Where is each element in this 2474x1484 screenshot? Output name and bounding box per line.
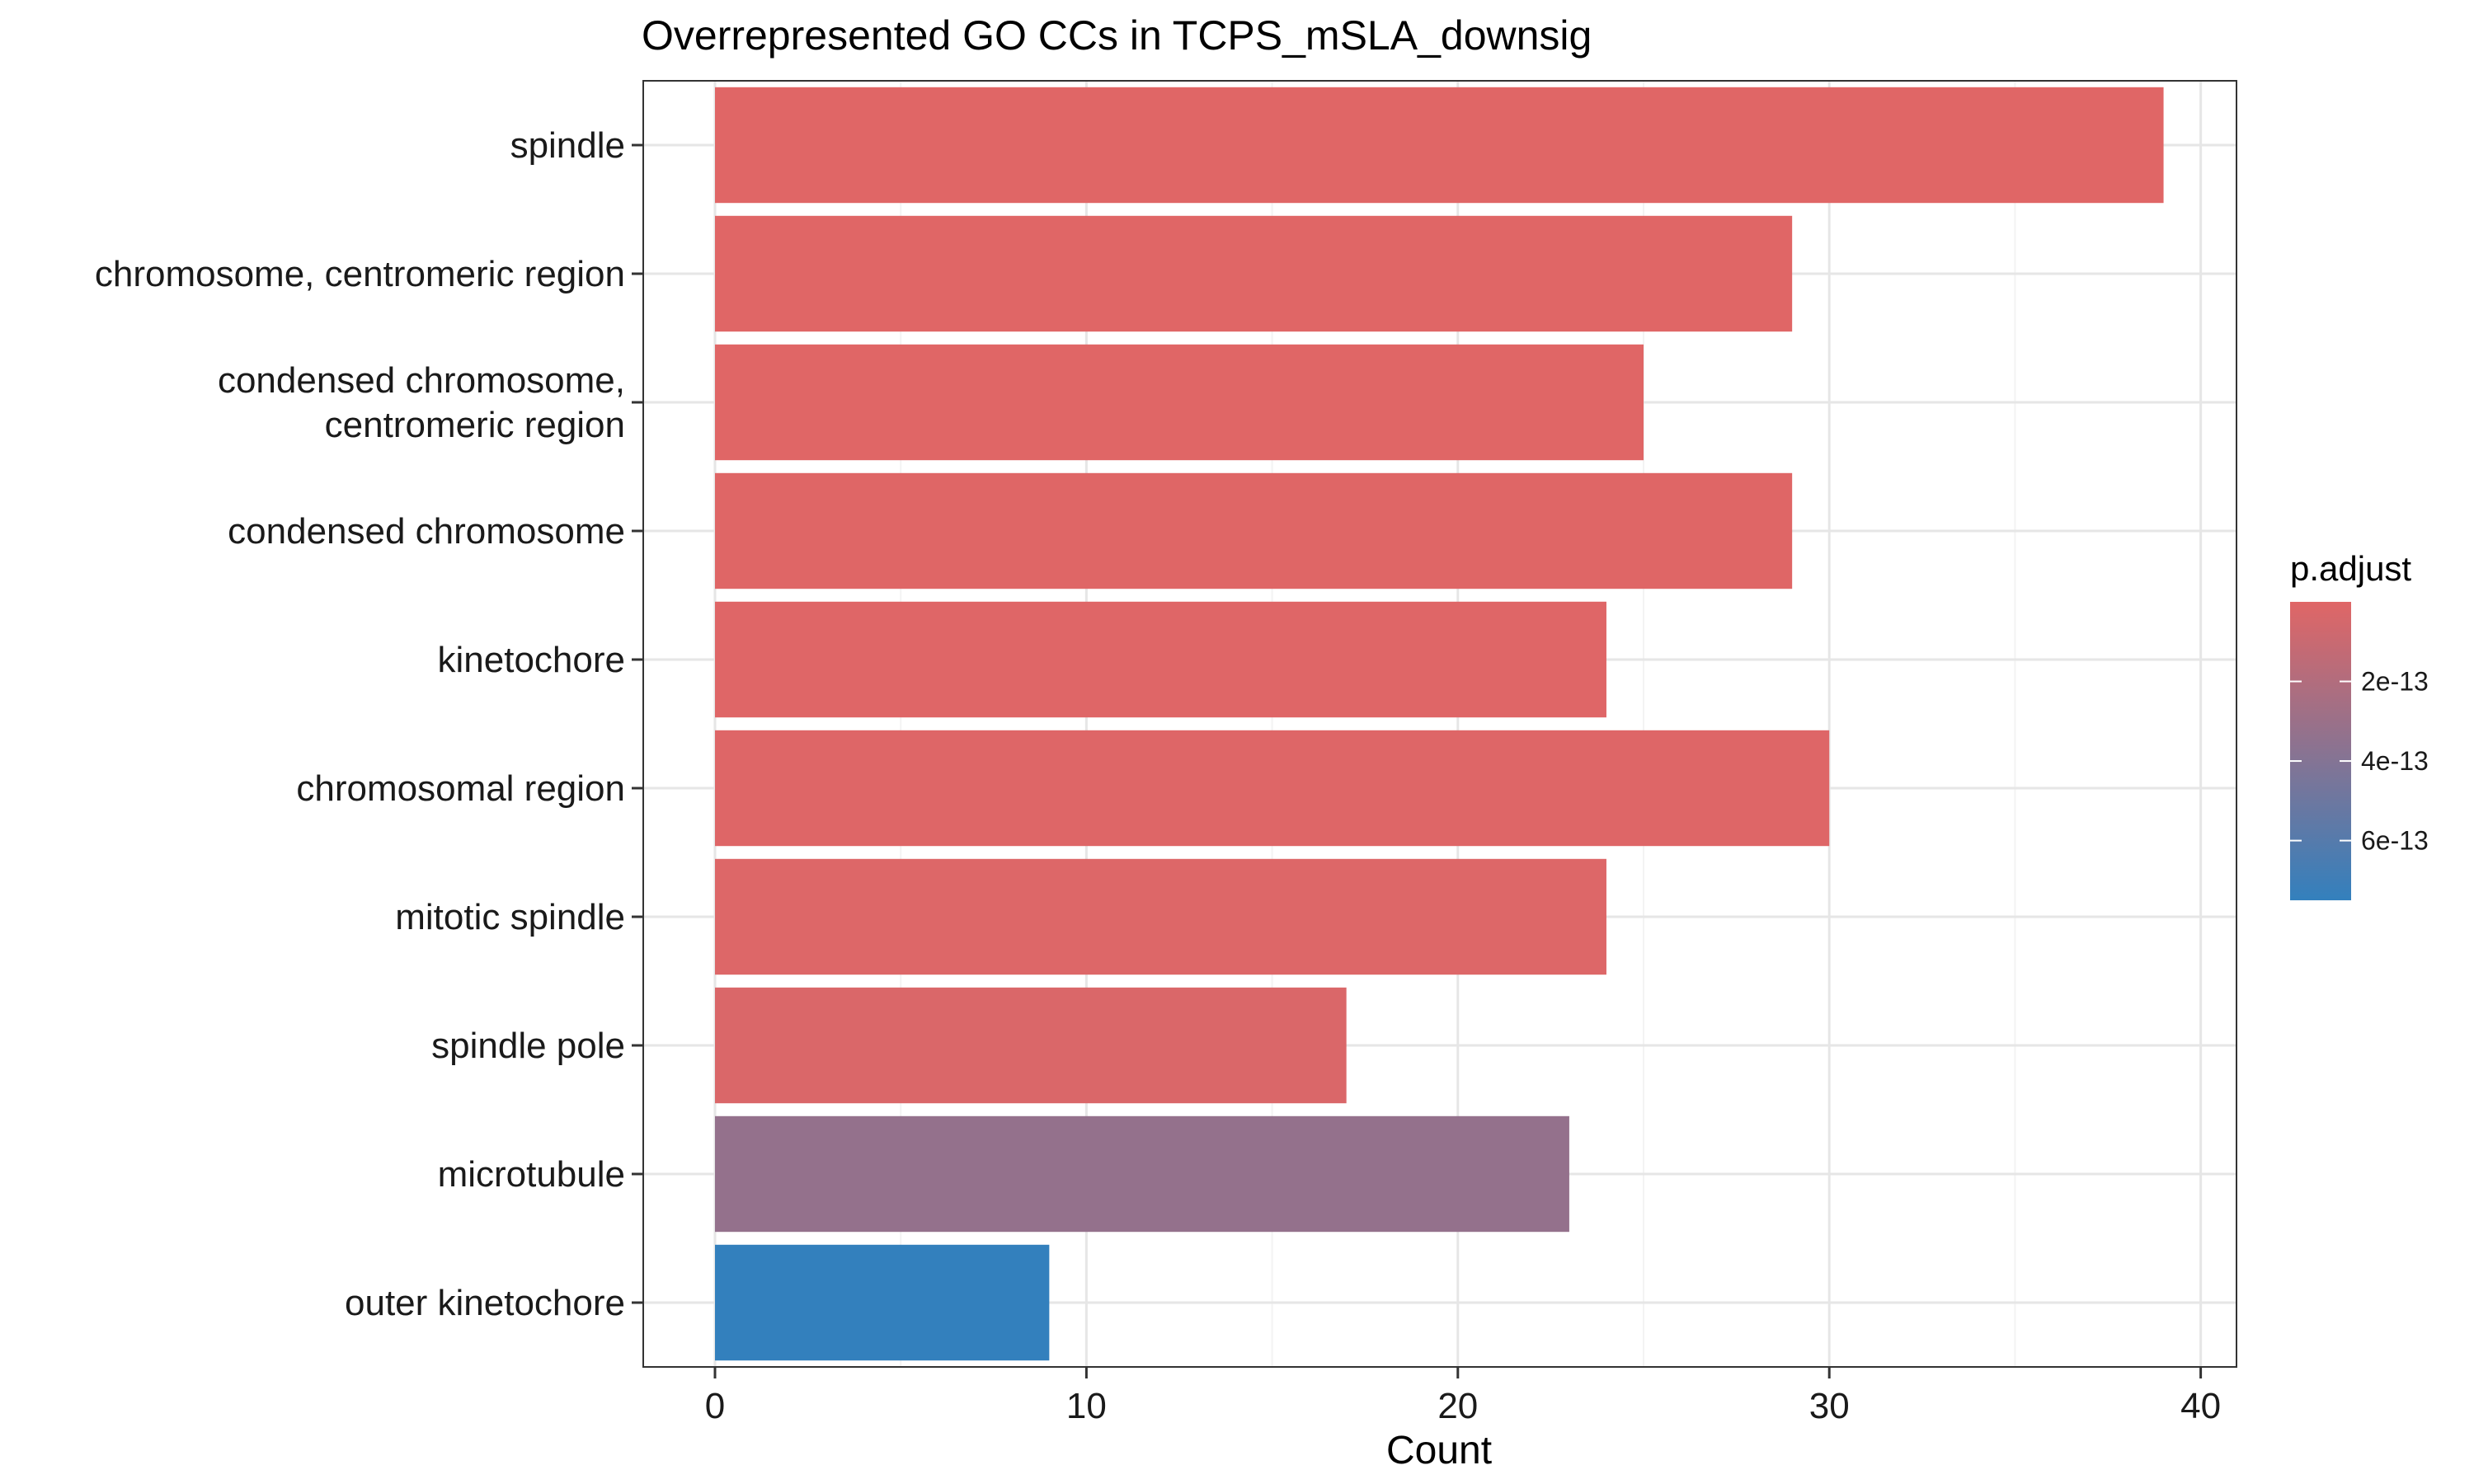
category-label: condensed chromosome xyxy=(228,511,625,552)
category-label: spindle pole xyxy=(431,1026,625,1066)
legend-tick-label: 2e-13 xyxy=(2361,667,2429,697)
bar xyxy=(715,472,1793,589)
category-label: mitotic spindle xyxy=(395,897,625,937)
x-tick-label: 20 xyxy=(1437,1386,1478,1426)
x-tick-label: 10 xyxy=(1066,1386,1107,1426)
x-axis-title: Count xyxy=(1386,1429,1492,1472)
legend-tick-label: 4e-13 xyxy=(2361,746,2429,776)
bar xyxy=(715,344,1644,461)
category-label: condensed chromosome, centromeric region xyxy=(218,360,625,445)
legend: p.adjust 2e-13 4e-13 6e-13 xyxy=(2290,549,2429,900)
category-label: microtubule xyxy=(438,1154,625,1195)
legend-tick-label: 6e-13 xyxy=(2361,826,2429,856)
category-label: spindle xyxy=(510,125,625,166)
x-tick-label: 0 xyxy=(705,1386,725,1426)
bar xyxy=(715,858,1606,975)
bar xyxy=(715,1115,1569,1233)
legend-colorbar xyxy=(2290,602,2351,900)
category-label: kinetochore xyxy=(438,640,625,680)
category-label: chromosome, centromeric region xyxy=(95,254,625,294)
x-tick-label: 30 xyxy=(1809,1386,1850,1426)
legend-title: p.adjust xyxy=(2290,549,2411,588)
bar xyxy=(715,1244,1050,1361)
category-label: chromosomal region xyxy=(296,768,625,809)
panel-border xyxy=(642,80,2237,1368)
plot-panel: spindle chromosome, centromeric region con… xyxy=(95,80,2237,1426)
chart-title: Overrepresented GO CCs in TCPS_mSLA_down… xyxy=(642,12,1592,59)
x-tick-label: 40 xyxy=(2180,1386,2221,1426)
bar xyxy=(715,987,1347,1104)
category-label: outer kinetochore xyxy=(345,1283,625,1323)
bar xyxy=(715,87,2164,204)
bar xyxy=(715,215,1793,332)
bar xyxy=(715,601,1606,718)
bar xyxy=(715,730,1830,847)
